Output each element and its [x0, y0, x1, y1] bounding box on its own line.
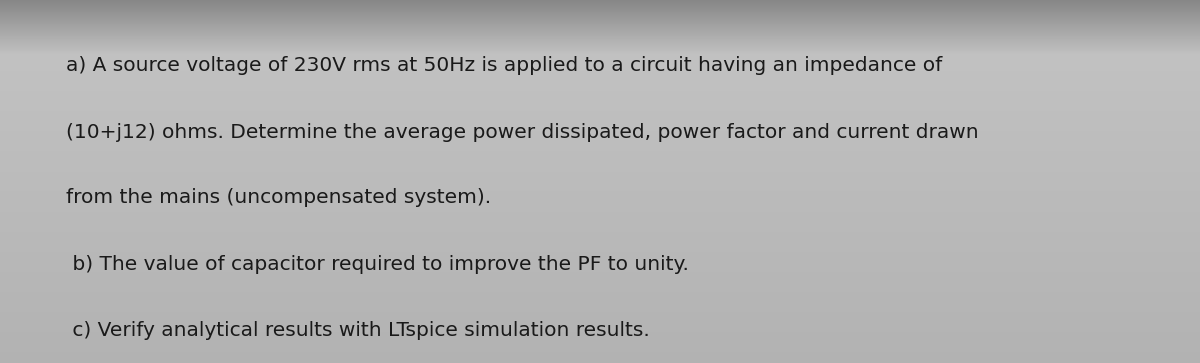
Text: b) The value of capacitor required to improve the PF to unity.: b) The value of capacitor required to im…	[66, 256, 689, 274]
Text: from the mains (uncompensated system).: from the mains (uncompensated system).	[66, 188, 491, 207]
Text: c) Verify analytical results with LTspice simulation results.: c) Verify analytical results with LTspic…	[66, 321, 649, 340]
Text: a) A source voltage of 230V rms at 50Hz is applied to a circuit having an impeda: a) A source voltage of 230V rms at 50Hz …	[66, 56, 942, 75]
Text: (10+j12) ohms. Determine the average power dissipated, power factor and current : (10+j12) ohms. Determine the average pow…	[66, 123, 979, 142]
